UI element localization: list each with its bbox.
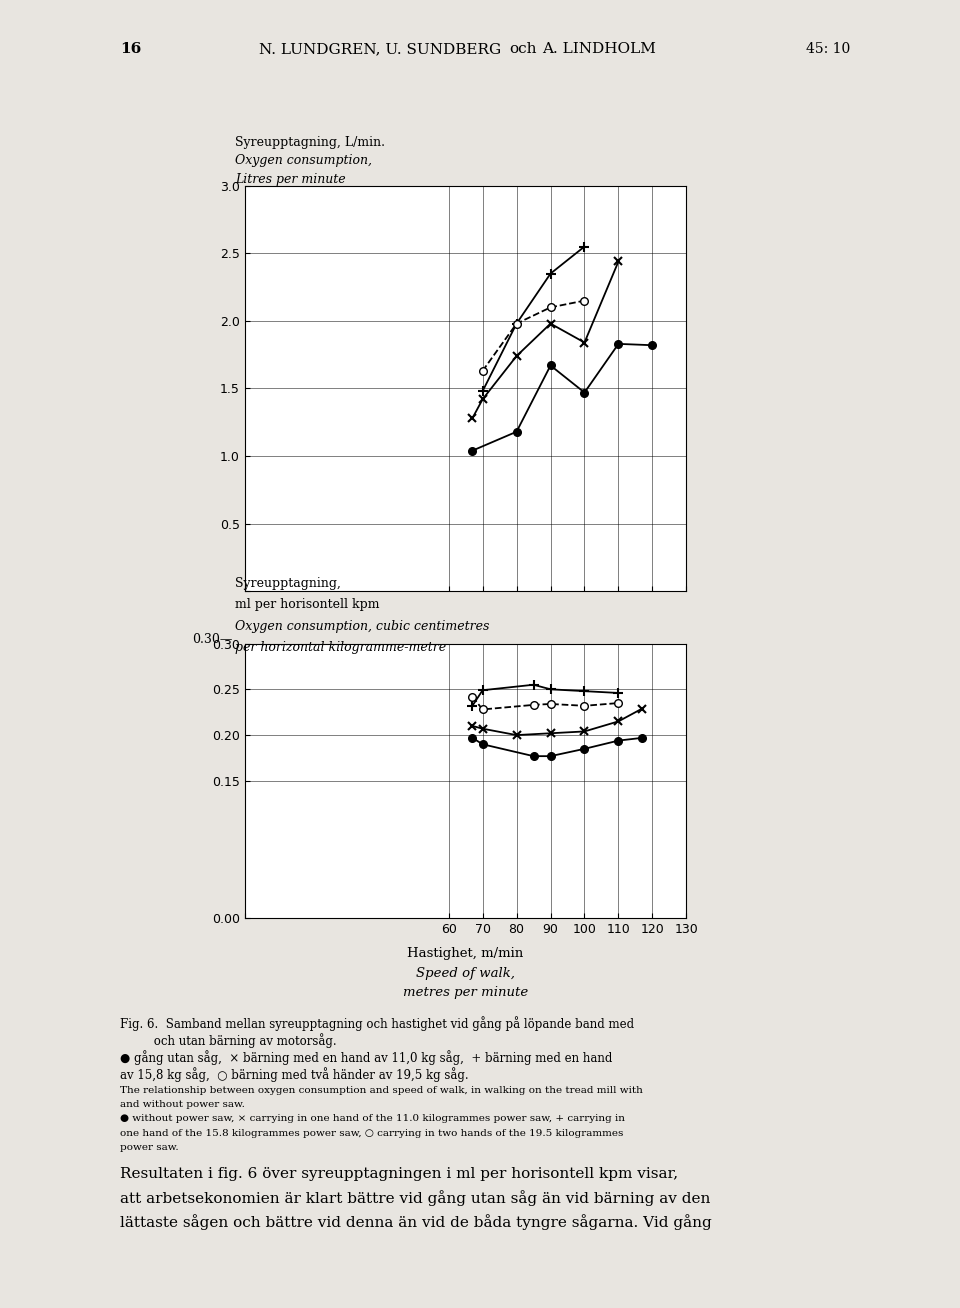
Text: per horizontal kilogramme-metre: per horizontal kilogramme-metre	[235, 641, 446, 654]
Text: Fig. 6.  Samband mellan syreupptagning och hastighet vid gång på löpande band me: Fig. 6. Samband mellan syreupptagning oc…	[120, 1016, 635, 1031]
Text: ● without power saw, × carrying in one hand of the 11.0 kilogrammes power saw, +: ● without power saw, × carrying in one h…	[120, 1114, 625, 1124]
Text: Syreupptagning, L/min.: Syreupptagning, L/min.	[235, 136, 385, 149]
Text: och utan bärning av motorsåg.: och utan bärning av motorsåg.	[120, 1033, 337, 1048]
Text: och: och	[509, 42, 537, 56]
Text: Speed of walk,: Speed of walk,	[416, 967, 516, 980]
Text: av 15,8 kg såg,  ○ bärning med två händer av 19,5 kg såg.: av 15,8 kg såg, ○ bärning med två händer…	[120, 1067, 468, 1082]
Text: Oxygen consumption, cubic centimetres: Oxygen consumption, cubic centimetres	[235, 620, 490, 633]
Text: ● gång utan såg,  × bärning med en hand av 11,0 kg såg,  + bärning med en hand: ● gång utan såg, × bärning med en hand a…	[120, 1050, 612, 1065]
Text: Hastighet, m/min: Hastighet, m/min	[407, 947, 524, 960]
Text: one hand of the 15.8 kilogrammes power saw, ○ carrying in two hands of the 19.5 : one hand of the 15.8 kilogrammes power s…	[120, 1129, 623, 1138]
Text: Syreupptagning,: Syreupptagning,	[235, 577, 341, 590]
Text: metres per minute: metres per minute	[403, 986, 528, 999]
Text: Resultaten i fig. 6 över syreupptagningen i ml per horisontell kpm visar,: Resultaten i fig. 6 över syreupptagninge…	[120, 1167, 678, 1181]
Text: ml per horisontell kpm: ml per horisontell kpm	[235, 598, 380, 611]
Text: 16: 16	[120, 42, 141, 56]
Text: A. LINDHOLM: A. LINDHOLM	[542, 42, 657, 56]
Text: power saw.: power saw.	[120, 1143, 179, 1152]
Text: 45: 10: 45: 10	[806, 42, 851, 56]
Text: N. LUNDGREN, U. SUNDBERG: N. LUNDGREN, U. SUNDBERG	[259, 42, 501, 56]
Text: 0.30—: 0.30—	[192, 633, 232, 646]
Text: The relationship between oxygen consumption and speed of walk, in walking on the: The relationship between oxygen consumpt…	[120, 1086, 643, 1095]
Text: att arbetsekonomien är klart bättre vid gång utan såg än vid bärning av den: att arbetsekonomien är klart bättre vid …	[120, 1190, 710, 1206]
Text: Oxygen consumption,: Oxygen consumption,	[235, 154, 372, 167]
Text: Litres per minute: Litres per minute	[235, 173, 346, 186]
Text: lättaste sågen och bättre vid denna än vid de båda tyngre sågarna. Vid gång: lättaste sågen och bättre vid denna än v…	[120, 1214, 711, 1230]
Text: and without power saw.: and without power saw.	[120, 1100, 245, 1109]
